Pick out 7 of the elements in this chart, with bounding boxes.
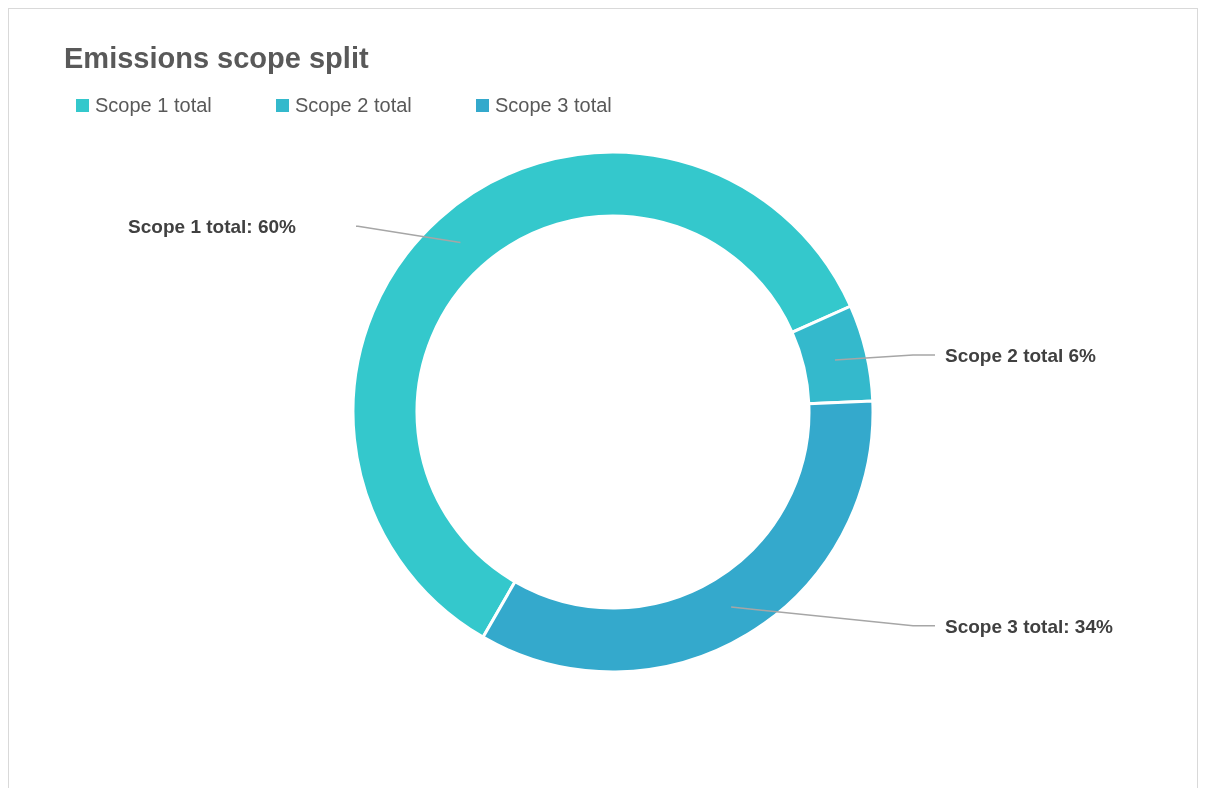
data-label: Scope 1 total: 60% xyxy=(128,216,297,238)
legend-label: Scope 1 total xyxy=(95,94,212,116)
legend-label: Scope 3 total xyxy=(495,94,612,116)
data-label: Scope 3 total: 34% xyxy=(945,615,1113,637)
chart-title: Emissions scope split xyxy=(64,42,369,74)
legend-label: Scope 2 total xyxy=(295,94,412,116)
data-label: Scope 2 total 6% xyxy=(945,344,1097,366)
